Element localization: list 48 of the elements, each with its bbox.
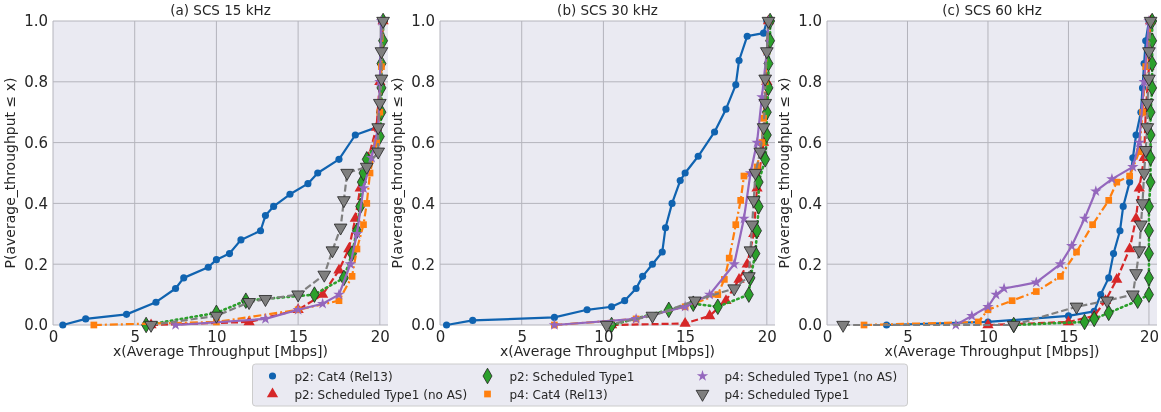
y-tick-label: 1.0 bbox=[411, 12, 435, 31]
y-tick-label: 0.2 bbox=[411, 255, 435, 274]
y-tick-label: 0.4 bbox=[798, 194, 822, 213]
x-axis-title: x(Average Throughput [Mbps]) bbox=[884, 343, 1100, 359]
y-tick-label: 0.6 bbox=[411, 133, 435, 152]
y-tick-label: 0.2 bbox=[24, 255, 48, 274]
y-tick-label: 0.0 bbox=[798, 316, 822, 335]
x-axis-title: x(Average Throughput [Mbps]) bbox=[500, 343, 715, 359]
y-axis-title: P(average_throughput ≤ x) bbox=[389, 77, 405, 269]
x-tick-label: 0 bbox=[48, 327, 59, 346]
chart-title: (a) SCS 15 kHz bbox=[170, 2, 271, 18]
y-tick-label: 0.6 bbox=[24, 133, 48, 152]
y-tick-label: 0.6 bbox=[798, 133, 822, 152]
x-tick-label: 20 bbox=[370, 327, 390, 346]
chart-title: (c) SCS 60 kHz bbox=[942, 2, 1042, 18]
x-tick-label: 10 bbox=[978, 327, 999, 346]
x-tick-label: 5 bbox=[130, 327, 140, 346]
y-axis-title: P(average_throughput ≤ x) bbox=[776, 77, 792, 269]
y-tick-label: 0.8 bbox=[411, 73, 435, 92]
x-axis-title: x(Average Throughput [Mbps]) bbox=[113, 343, 328, 359]
legend-label: p2: Scheduled Type1 bbox=[509, 369, 635, 384]
y-tick-label: 1.0 bbox=[24, 12, 48, 31]
chart-title: (b) SCS 30 kHz bbox=[557, 2, 658, 18]
y-axis-title: P(average_throughput ≤ x) bbox=[2, 77, 18, 269]
y-tick-label: 0.0 bbox=[24, 316, 48, 335]
y-tick-label: 0.4 bbox=[411, 194, 435, 213]
x-tick-label: 5 bbox=[517, 327, 527, 346]
x-tick-label: 0 bbox=[435, 327, 446, 346]
x-tick-label: 20 bbox=[1139, 327, 1159, 346]
x-tick-label: 15 bbox=[289, 327, 309, 346]
y-tick-label: 0.0 bbox=[411, 316, 435, 335]
x-tick-label: 15 bbox=[1059, 327, 1079, 346]
legend-label: p4: Scheduled Type1 (no AS) bbox=[724, 369, 898, 384]
y-tick-label: 0.8 bbox=[798, 73, 822, 92]
legend-label: p4: Scheduled Type1 bbox=[724, 387, 850, 402]
y-tick-label: 0.8 bbox=[24, 73, 48, 92]
legend-label: p4: Cat4 (Rel13) bbox=[509, 387, 608, 402]
y-tick-label: 0.4 bbox=[24, 194, 48, 213]
y-tick-label: 1.0 bbox=[798, 12, 822, 31]
legend-label: p2: Scheduled Type1 (no AS) bbox=[294, 387, 468, 402]
y-tick-label: 0.2 bbox=[798, 255, 822, 274]
x-tick-label: 0 bbox=[822, 327, 833, 346]
x-tick-label: 10 bbox=[207, 327, 227, 346]
x-tick-label: 20 bbox=[757, 327, 777, 346]
x-tick-label: 15 bbox=[676, 327, 696, 346]
x-tick-label: 5 bbox=[903, 327, 913, 346]
x-tick-label: 10 bbox=[594, 327, 614, 346]
legend-label: p2: Cat4 (Rel13) bbox=[294, 369, 393, 384]
